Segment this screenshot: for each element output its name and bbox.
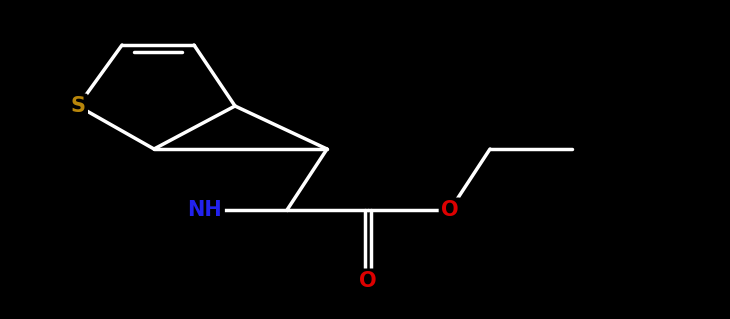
Text: S: S [71, 96, 85, 116]
Text: O: O [359, 271, 377, 291]
Text: NH: NH [188, 200, 223, 220]
Text: O: O [441, 200, 459, 220]
